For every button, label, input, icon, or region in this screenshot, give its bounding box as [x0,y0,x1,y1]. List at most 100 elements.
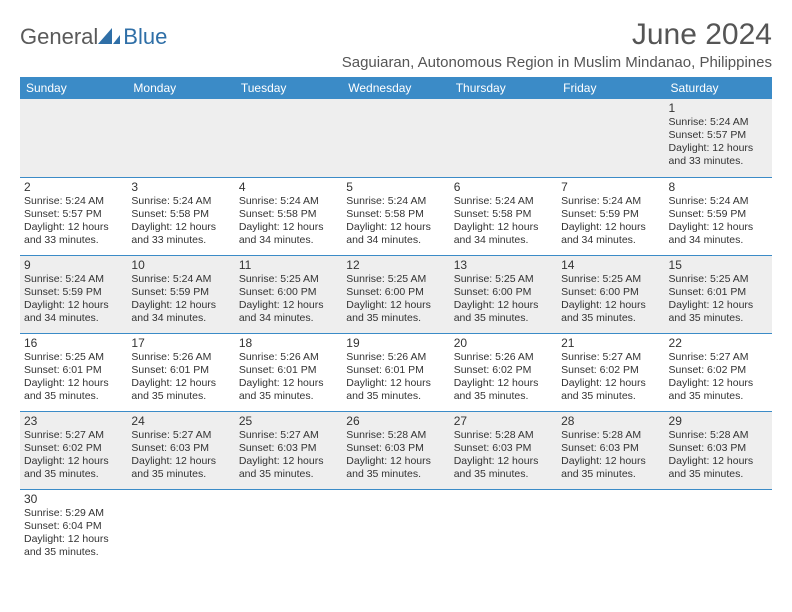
day-number: 26 [346,414,445,428]
sunrise-line: Sunrise: 5:25 AM [561,273,660,286]
sunrise-line: Sunrise: 5:24 AM [346,195,445,208]
sunrise-line: Sunrise: 5:28 AM [454,429,553,442]
brand-text-2: Blue [123,24,167,50]
day-number: 23 [24,414,123,428]
sunset-line: Sunset: 6:02 PM [454,364,553,377]
sunrise-line: Sunrise: 5:24 AM [239,195,338,208]
sunrise-line: Sunrise: 5:27 AM [561,351,660,364]
calendar-empty-cell [127,99,234,177]
calendar-day-cell: 28Sunrise: 5:28 AMSunset: 6:03 PMDayligh… [557,411,664,489]
daylight-line: Daylight: 12 hours and 34 minutes. [131,299,230,325]
sunrise-line: Sunrise: 5:26 AM [346,351,445,364]
sunset-line: Sunset: 6:01 PM [24,364,123,377]
calendar-day-cell: 12Sunrise: 5:25 AMSunset: 6:00 PMDayligh… [342,255,449,333]
sunrise-line: Sunrise: 5:29 AM [24,507,123,520]
daylight-line: Daylight: 12 hours and 33 minutes. [669,142,768,168]
daylight-line: Daylight: 12 hours and 35 minutes. [346,377,445,403]
daylight-line: Daylight: 12 hours and 34 minutes. [561,221,660,247]
sunrise-line: Sunrise: 5:25 AM [346,273,445,286]
daylight-line: Daylight: 12 hours and 35 minutes. [454,377,553,403]
daylight-line: Daylight: 12 hours and 35 minutes. [24,377,123,403]
calendar-day-cell: 10Sunrise: 5:24 AMSunset: 5:59 PMDayligh… [127,255,234,333]
daylight-line: Daylight: 12 hours and 35 minutes. [561,299,660,325]
calendar-week-row: 16Sunrise: 5:25 AMSunset: 6:01 PMDayligh… [20,333,772,411]
daylight-line: Daylight: 12 hours and 35 minutes. [346,299,445,325]
sunrise-line: Sunrise: 5:24 AM [131,195,230,208]
sunset-line: Sunset: 6:00 PM [561,286,660,299]
day-number: 29 [669,414,768,428]
calendar-day-cell: 30Sunrise: 5:29 AMSunset: 6:04 PMDayligh… [20,489,127,567]
calendar-day-cell: 23Sunrise: 5:27 AMSunset: 6:02 PMDayligh… [20,411,127,489]
daylight-line: Daylight: 12 hours and 35 minutes. [669,299,768,325]
calendar-day-cell: 8Sunrise: 5:24 AMSunset: 5:59 PMDaylight… [665,177,772,255]
calendar-day-cell: 15Sunrise: 5:25 AMSunset: 6:01 PMDayligh… [665,255,772,333]
sunset-line: Sunset: 5:59 PM [561,208,660,221]
sunset-line: Sunset: 6:03 PM [561,442,660,455]
daylight-line: Daylight: 12 hours and 35 minutes. [24,455,123,481]
day-number: 5 [346,180,445,194]
daylight-line: Daylight: 12 hours and 35 minutes. [561,377,660,403]
calendar-day-cell: 11Sunrise: 5:25 AMSunset: 6:00 PMDayligh… [235,255,342,333]
sunset-line: Sunset: 6:03 PM [131,442,230,455]
sunrise-line: Sunrise: 5:26 AM [131,351,230,364]
day-number: 16 [24,336,123,350]
day-number: 18 [239,336,338,350]
weekday-header: Tuesday [235,77,342,99]
sunrise-line: Sunrise: 5:28 AM [346,429,445,442]
day-number: 24 [131,414,230,428]
weekday-header: Monday [127,77,234,99]
day-number: 7 [561,180,660,194]
daylight-line: Daylight: 12 hours and 34 minutes. [239,221,338,247]
calendar-empty-cell [20,99,127,177]
sunset-line: Sunset: 5:58 PM [454,208,553,221]
weekday-header-row: SundayMondayTuesdayWednesdayThursdayFrid… [20,77,772,99]
sunset-line: Sunset: 5:58 PM [131,208,230,221]
calendar-week-row: 30Sunrise: 5:29 AMSunset: 6:04 PMDayligh… [20,489,772,567]
sunset-line: Sunset: 5:57 PM [669,129,768,142]
calendar-day-cell: 4Sunrise: 5:24 AMSunset: 5:58 PMDaylight… [235,177,342,255]
calendar-table: SundayMondayTuesdayWednesdayThursdayFrid… [20,77,772,567]
daylight-line: Daylight: 12 hours and 35 minutes. [561,455,660,481]
sunset-line: Sunset: 6:01 PM [346,364,445,377]
daylight-line: Daylight: 12 hours and 35 minutes. [131,377,230,403]
weekday-header: Friday [557,77,664,99]
month-title: June 2024 [342,18,772,52]
calendar-empty-cell [557,99,664,177]
sunset-line: Sunset: 6:00 PM [239,286,338,299]
calendar-empty-cell [235,99,342,177]
daylight-line: Daylight: 12 hours and 35 minutes. [131,455,230,481]
day-number: 21 [561,336,660,350]
day-number: 8 [669,180,768,194]
sunrise-line: Sunrise: 5:27 AM [669,351,768,364]
sunset-line: Sunset: 6:03 PM [669,442,768,455]
sunrise-line: Sunrise: 5:25 AM [669,273,768,286]
calendar-empty-cell [127,489,234,567]
sunrise-line: Sunrise: 5:24 AM [669,116,768,129]
sunset-line: Sunset: 5:58 PM [239,208,338,221]
sunset-line: Sunset: 6:03 PM [239,442,338,455]
sunrise-line: Sunrise: 5:24 AM [669,195,768,208]
daylight-line: Daylight: 12 hours and 34 minutes. [239,299,338,325]
calendar-empty-cell [450,489,557,567]
calendar-empty-cell [665,489,772,567]
calendar-day-cell: 9Sunrise: 5:24 AMSunset: 5:59 PMDaylight… [20,255,127,333]
sunrise-line: Sunrise: 5:24 AM [131,273,230,286]
calendar-day-cell: 25Sunrise: 5:27 AMSunset: 6:03 PMDayligh… [235,411,342,489]
sunset-line: Sunset: 6:02 PM [561,364,660,377]
calendar-day-cell: 7Sunrise: 5:24 AMSunset: 5:59 PMDaylight… [557,177,664,255]
day-number: 10 [131,258,230,272]
sunset-line: Sunset: 6:04 PM [24,520,123,533]
weekday-header: Sunday [20,77,127,99]
day-number: 14 [561,258,660,272]
calendar-day-cell: 6Sunrise: 5:24 AMSunset: 5:58 PMDaylight… [450,177,557,255]
calendar-day-cell: 26Sunrise: 5:28 AMSunset: 6:03 PMDayligh… [342,411,449,489]
day-number: 9 [24,258,123,272]
calendar-day-cell: 18Sunrise: 5:26 AMSunset: 6:01 PMDayligh… [235,333,342,411]
sunrise-line: Sunrise: 5:24 AM [24,195,123,208]
sunset-line: Sunset: 6:01 PM [131,364,230,377]
day-number: 4 [239,180,338,194]
sunrise-line: Sunrise: 5:24 AM [24,273,123,286]
calendar-day-cell: 27Sunrise: 5:28 AMSunset: 6:03 PMDayligh… [450,411,557,489]
sunset-line: Sunset: 5:59 PM [131,286,230,299]
sunrise-line: Sunrise: 5:26 AM [239,351,338,364]
